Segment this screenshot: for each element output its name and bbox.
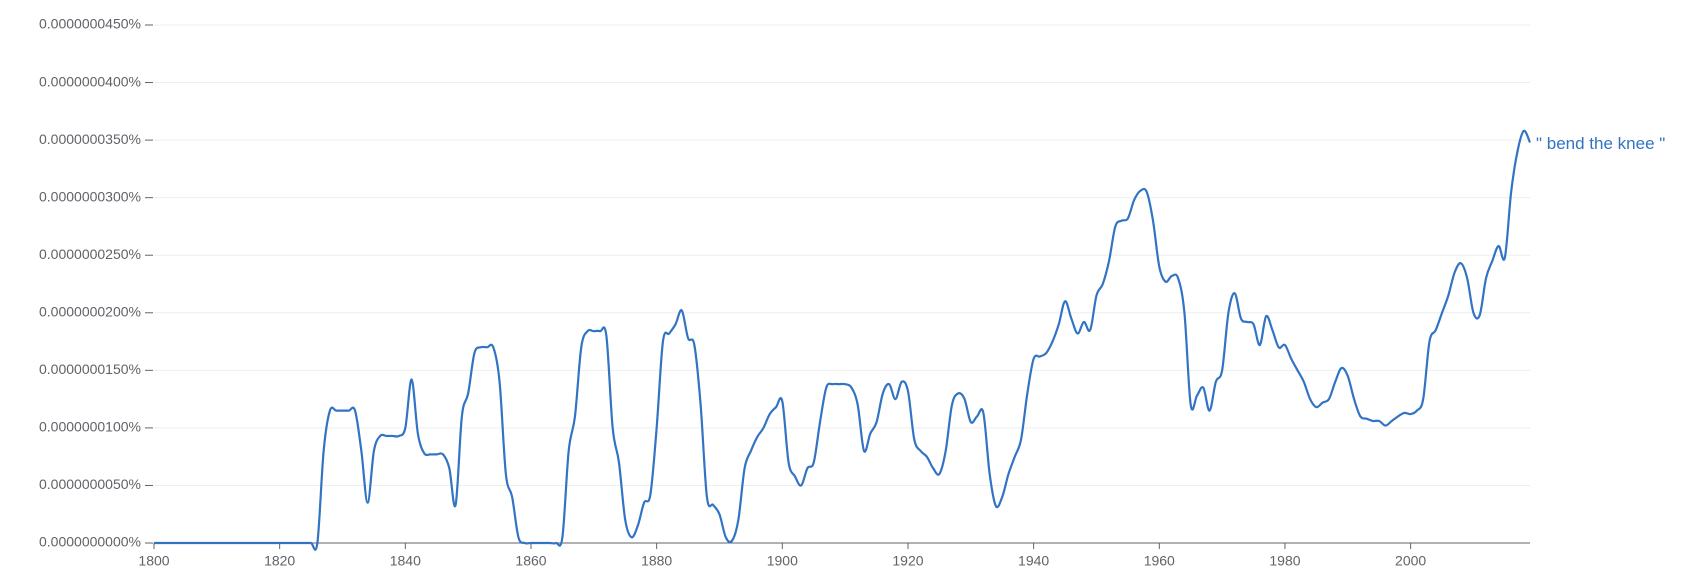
y-tick-label: 0.0000000400% bbox=[39, 73, 141, 89]
x-tick-label: 1840 bbox=[390, 553, 421, 569]
line-series bbox=[153, 129, 1532, 551]
y-tick-label: 0.0000000050% bbox=[39, 476, 141, 492]
y-tick-label: 0.0000000150% bbox=[39, 361, 141, 377]
y-tick-label: 0.0000000200% bbox=[39, 303, 141, 319]
series-label: " bend the knee " bbox=[1536, 134, 1665, 153]
y-tick-label: 0.0000000100% bbox=[39, 419, 141, 435]
x-tick-label: 1820 bbox=[264, 553, 295, 569]
x-tick-label: 1800 bbox=[138, 553, 169, 569]
x-tick-label: 1860 bbox=[515, 553, 546, 569]
y-tick-label: 0.0000000300% bbox=[39, 188, 141, 204]
y-tick-label: 0.0000000250% bbox=[39, 246, 141, 262]
y-tick-label: 0.0000000450% bbox=[39, 16, 141, 32]
x-tick-label: 1960 bbox=[1144, 553, 1175, 569]
x-tick-label: 1880 bbox=[641, 553, 672, 569]
x-tick-label: 1980 bbox=[1269, 553, 1300, 569]
y-tick-label: 0.0000000000% bbox=[39, 534, 141, 550]
x-tick-label: 1920 bbox=[892, 553, 923, 569]
y-tick-label: 0.0000000350% bbox=[39, 131, 141, 147]
x-tick-label: 1940 bbox=[1018, 553, 1049, 569]
x-tick-label: 1900 bbox=[767, 553, 798, 569]
x-tick-label: 2000 bbox=[1395, 553, 1426, 569]
